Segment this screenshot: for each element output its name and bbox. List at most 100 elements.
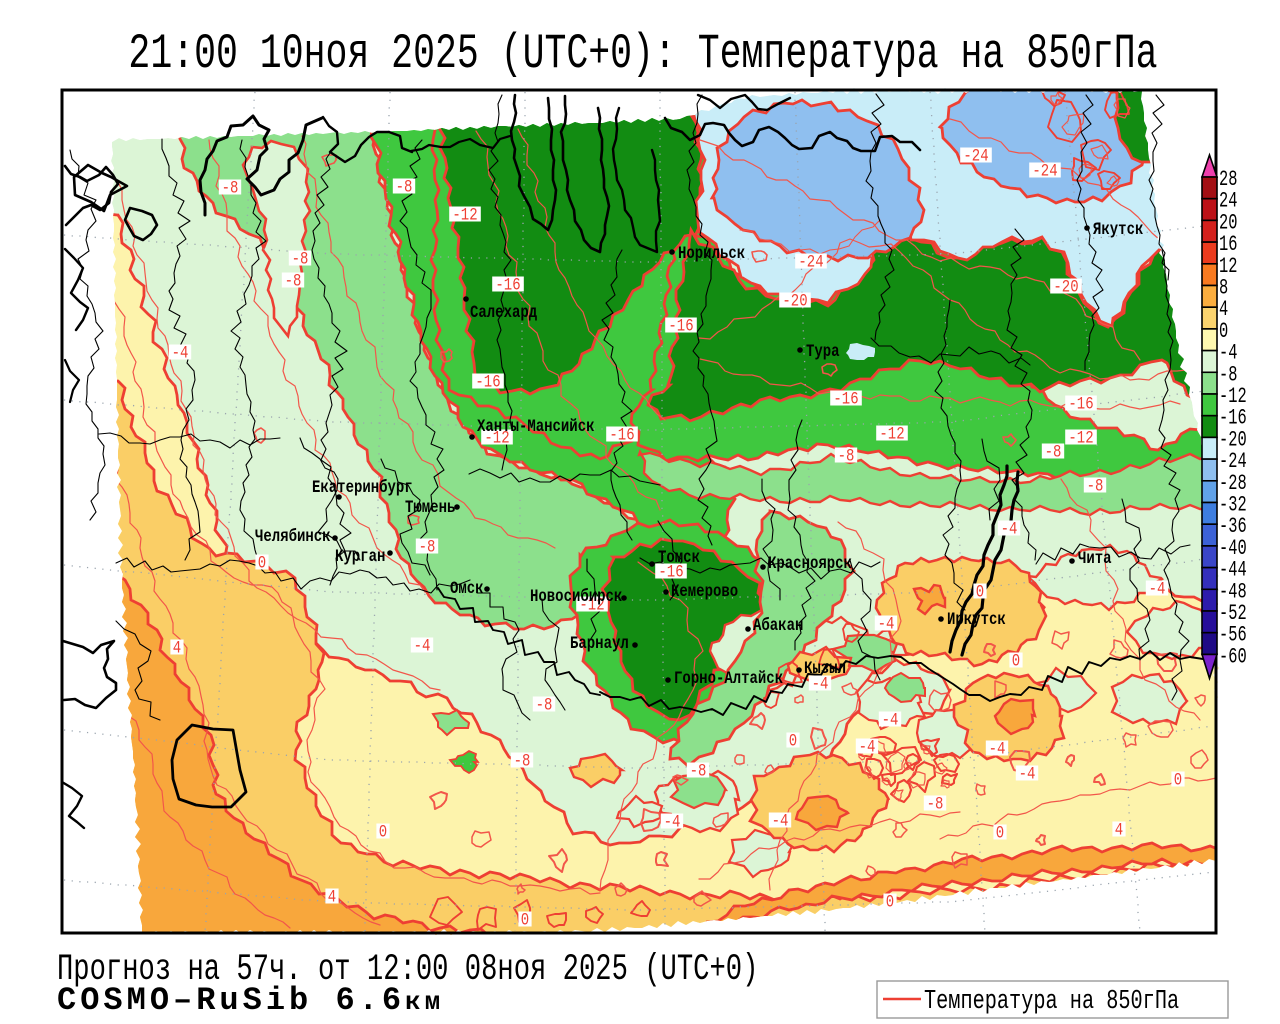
svg-text:-8: -8 — [285, 271, 302, 291]
svg-text:Екатеринбург: Екатеринбург — [312, 478, 413, 498]
svg-text:-4: -4 — [1019, 764, 1036, 784]
svg-text:-56: -56 — [1219, 622, 1247, 647]
svg-text:-16: -16 — [609, 425, 634, 445]
svg-text:-48: -48 — [1219, 579, 1247, 604]
svg-text:-24: -24 — [798, 252, 823, 272]
svg-text:0: 0 — [1174, 770, 1182, 790]
svg-text:-24: -24 — [1032, 161, 1057, 181]
svg-text:-28: -28 — [1219, 470, 1247, 495]
svg-text:-16: -16 — [658, 562, 683, 582]
svg-text:-4: -4 — [664, 812, 681, 832]
svg-text:-8: -8 — [1045, 442, 1062, 462]
svg-text:-20: -20 — [782, 291, 807, 311]
svg-text:Кемерово: Кемерово — [671, 582, 738, 602]
svg-text:-8: -8 — [396, 177, 413, 197]
svg-text:Томск: Томск — [658, 548, 700, 568]
svg-text:Кызыл: Кызыл — [804, 659, 846, 679]
svg-text:-12: -12 — [879, 424, 904, 444]
svg-text:8: 8 — [1219, 275, 1228, 300]
svg-text:-4: -4 — [1219, 340, 1237, 365]
svg-text:Норильск: Норильск — [678, 244, 745, 264]
svg-text:-8: -8 — [1087, 476, 1104, 496]
svg-text:-8: -8 — [419, 537, 436, 557]
svg-text:Абакан: Абакан — [753, 616, 803, 636]
svg-text:-16: -16 — [1219, 405, 1247, 430]
svg-text:-44: -44 — [1219, 557, 1247, 582]
svg-text:4: 4 — [1115, 820, 1123, 840]
svg-text:-8: -8 — [927, 794, 944, 814]
svg-text:Температура на 850гПа: Температура на 850гПа — [924, 987, 1179, 1018]
svg-text:Ханты-Мансийск: Ханты-Мансийск — [477, 417, 594, 437]
svg-text:Горно-Алтайск: Горно-Алтайск — [674, 669, 783, 689]
svg-text:-12: -12 — [1219, 383, 1247, 408]
svg-text:-40: -40 — [1219, 535, 1247, 560]
svg-text:-8: -8 — [514, 751, 531, 771]
svg-text:-4: -4 — [878, 614, 895, 634]
svg-text:0: 0 — [258, 553, 266, 573]
svg-text:-4: -4 — [772, 811, 789, 831]
svg-text:-24: -24 — [963, 146, 988, 166]
svg-text:Омск: Омск — [450, 579, 484, 599]
svg-text:-8: -8 — [292, 249, 309, 269]
svg-text:Тура: Тура — [806, 342, 840, 362]
svg-text:Прогноз на 57ч. от 12:00 08ноя: Прогноз на 57ч. от 12:00 08ноя 2025 (UTC… — [57, 948, 758, 990]
svg-text:-4: -4 — [1149, 579, 1166, 599]
svg-text:-16: -16 — [495, 275, 520, 295]
svg-text:4: 4 — [1219, 297, 1228, 322]
svg-text:-32: -32 — [1219, 492, 1247, 517]
svg-text:0: 0 — [521, 910, 529, 930]
svg-text:4: 4 — [328, 887, 336, 907]
svg-text:0: 0 — [1219, 318, 1228, 343]
svg-text:-20: -20 — [1219, 427, 1247, 452]
svg-text:-4: -4 — [414, 636, 431, 656]
svg-text:0: 0 — [789, 731, 797, 751]
svg-text:-4: -4 — [989, 739, 1006, 759]
svg-text:-16: -16 — [1068, 394, 1093, 414]
svg-text:-52: -52 — [1219, 600, 1247, 625]
svg-text:Красноярск: Красноярск — [768, 554, 852, 574]
svg-text:-60: -60 — [1219, 644, 1247, 669]
svg-text:0: 0 — [976, 582, 984, 602]
svg-text:Якутск: Якутск — [1093, 220, 1143, 240]
svg-text:-24: -24 — [1219, 449, 1247, 474]
svg-text:0: 0 — [886, 892, 894, 912]
svg-text:-20: -20 — [1053, 277, 1078, 297]
svg-text:-8: -8 — [222, 178, 239, 198]
svg-text:-12: -12 — [1068, 428, 1093, 448]
svg-text:Новосибирск: Новосибирск — [530, 587, 622, 607]
svg-text:-4: -4 — [882, 710, 899, 730]
svg-text:-8: -8 — [838, 446, 855, 466]
svg-text:-12: -12 — [579, 595, 604, 615]
svg-text:Иркутск: Иркутск — [947, 610, 1006, 630]
svg-text:Чита: Чита — [1078, 549, 1112, 569]
svg-text:-4: -4 — [812, 674, 829, 694]
svg-text:28: 28 — [1219, 166, 1237, 191]
svg-text:12: 12 — [1219, 253, 1237, 278]
svg-text:20: 20 — [1219, 210, 1237, 235]
svg-text:-8: -8 — [536, 695, 553, 715]
svg-text:Салехард: Салехард — [470, 303, 538, 323]
svg-text:0: 0 — [996, 823, 1004, 843]
svg-text:21:00 10ноя 2025 (UTC+0): Темп: 21:00 10ноя 2025 (UTC+0): Температура на… — [128, 26, 1157, 82]
svg-text:-4: -4 — [859, 737, 876, 757]
svg-text:-12: -12 — [484, 428, 509, 448]
svg-text:-4: -4 — [172, 343, 189, 363]
svg-text:-16: -16 — [833, 389, 858, 409]
svg-text:Барнаул: Барнаул — [570, 634, 629, 654]
svg-text:Курган: Курган — [335, 547, 385, 567]
svg-text:-4: -4 — [1001, 519, 1018, 539]
svg-text:COSMO–RuSib 6.6км: COSMO–RuSib 6.6км — [57, 982, 444, 1019]
svg-text:-16: -16 — [475, 372, 500, 392]
svg-text:-12: -12 — [452, 205, 477, 225]
svg-text:4: 4 — [173, 638, 181, 658]
svg-text:-36: -36 — [1219, 514, 1247, 539]
svg-text:-8: -8 — [1219, 362, 1237, 387]
svg-text:Челябинск: Челябинск — [255, 527, 331, 547]
svg-text:0: 0 — [1012, 651, 1020, 671]
svg-text:16: 16 — [1219, 232, 1237, 257]
svg-text:24: 24 — [1219, 188, 1237, 213]
svg-text:-8: -8 — [690, 761, 707, 781]
svg-text:0: 0 — [379, 822, 387, 842]
svg-text:-16: -16 — [668, 316, 693, 336]
svg-text:Тюмень: Тюмень — [405, 498, 455, 518]
